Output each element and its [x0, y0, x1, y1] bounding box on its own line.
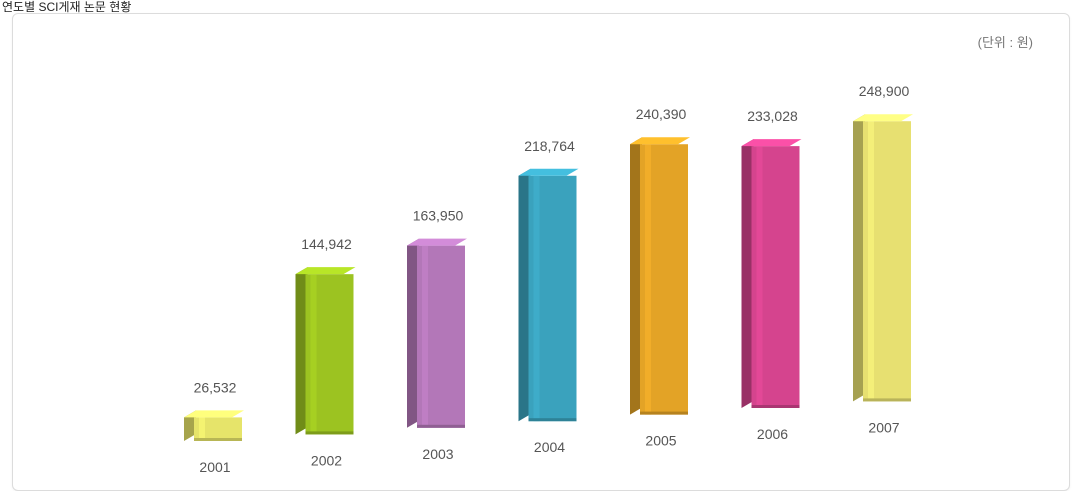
- bar-highlight: [422, 245, 428, 428]
- bar-top-face: [741, 139, 802, 147]
- bar-side-face: [407, 238, 419, 428]
- bar-value-label: 240,390: [636, 106, 687, 122]
- bar-bottom-edge: [305, 431, 354, 435]
- bar-side-face: [630, 137, 642, 415]
- bar-2004: [518, 168, 579, 422]
- bar-2003: [407, 238, 467, 428]
- bar-top-face: [853, 114, 913, 122]
- category-label: 2005: [645, 433, 676, 449]
- bar-2002: [295, 267, 356, 435]
- bar-top-face: [630, 137, 690, 145]
- chart-frame: (단위 : 원) 26,532 2001 144,942 2002 163,950 200…: [12, 13, 1070, 491]
- bar-value-label: 144,942: [301, 236, 352, 252]
- bar-side-face: [295, 267, 308, 435]
- page-title: 연도별 SCI게재 논문 현황: [2, 0, 132, 14]
- bar-chart: 26,532 2001 144,942 2002 163,950 2003 218,764 2…: [184, 83, 913, 475]
- bar-highlight: [868, 121, 874, 402]
- bar-highlight: [310, 274, 317, 435]
- bar-front-face: [194, 417, 242, 441]
- bar-highlight: [199, 417, 205, 441]
- category-label: 2003: [422, 446, 453, 462]
- category-label: 2006: [757, 426, 788, 442]
- bar-side-face: [853, 114, 865, 402]
- bar-highlight: [645, 144, 651, 415]
- bar-top-face: [518, 168, 579, 176]
- bar-2005: [630, 137, 690, 415]
- bar-2006: [741, 139, 802, 409]
- bar-side-face: [184, 410, 196, 441]
- bar-bottom-edge: [194, 438, 242, 441]
- bar-bottom-edge: [640, 411, 688, 415]
- bar-bottom-edge: [751, 405, 800, 408]
- category-label: 2001: [199, 459, 230, 475]
- bar-top-face: [295, 267, 356, 275]
- bar-value-label: 248,900: [859, 83, 910, 99]
- bar-value-label: 218,764: [524, 138, 575, 154]
- bar-bottom-edge: [863, 398, 911, 402]
- bar-bottom-edge: [528, 418, 577, 422]
- bar-highlight: [533, 175, 540, 422]
- bar-value-label: 26,532: [194, 379, 237, 395]
- bar-2007: [853, 114, 913, 402]
- category-label: 2007: [868, 419, 899, 435]
- bar-value-label: 163,950: [413, 208, 464, 224]
- bar-side-face: [741, 139, 754, 409]
- bar-value-label: 233,028: [747, 108, 798, 124]
- bar-side-face: [518, 168, 531, 422]
- category-label: 2002: [311, 452, 342, 468]
- bar-top-face: [184, 410, 244, 418]
- bar-2001: [184, 410, 244, 441]
- bar-bottom-edge: [417, 424, 465, 428]
- category-label: 2004: [534, 439, 565, 455]
- bar-top-face: [407, 238, 467, 246]
- unit-label: (단위 : 원): [977, 35, 1033, 50]
- bar-highlight: [756, 146, 763, 409]
